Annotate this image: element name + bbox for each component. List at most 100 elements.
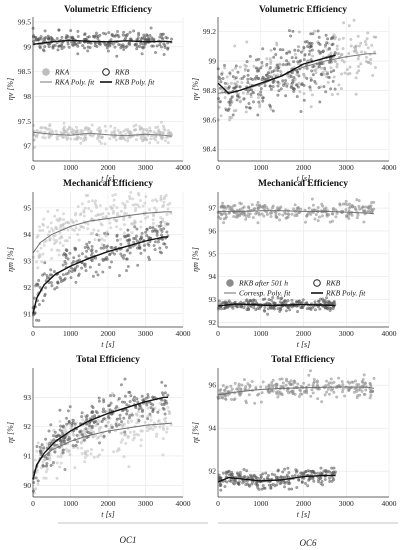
scatter-point <box>307 373 311 377</box>
scatter-point <box>91 274 95 278</box>
scatter-point <box>108 44 112 48</box>
scatter-point <box>39 466 43 470</box>
scatter-point <box>104 245 108 249</box>
scatter-point <box>168 201 172 205</box>
scatter-point <box>316 379 319 383</box>
scatter-point <box>246 89 250 93</box>
scatter-point <box>225 75 229 79</box>
scatter-point <box>43 45 47 49</box>
scatter-point <box>91 34 95 38</box>
scatter-point <box>41 135 45 139</box>
x-tick-label: 4000 <box>382 163 397 172</box>
scatter-point <box>153 229 157 233</box>
scatter-point <box>58 419 62 423</box>
scatter-point <box>277 89 281 93</box>
scatter-point <box>223 96 227 100</box>
scatter-point <box>219 388 223 392</box>
scatter-point <box>257 487 261 491</box>
scatter-point <box>229 81 233 85</box>
scatter-point <box>145 425 149 429</box>
scatter-point <box>251 300 254 304</box>
scatter-point <box>140 410 144 413</box>
scatter-point <box>99 213 103 216</box>
scatter-point <box>224 305 228 309</box>
scatter-point <box>159 198 163 202</box>
scatter-point <box>314 71 318 75</box>
scatter-point <box>144 230 148 234</box>
scatter-point <box>276 390 280 394</box>
scatter-point <box>290 389 294 393</box>
scatter-point <box>368 396 372 400</box>
scatter-point <box>133 209 137 213</box>
scatter-point <box>71 444 75 448</box>
scatter-point <box>77 228 81 232</box>
scatter-point <box>323 478 327 481</box>
scatter-point <box>43 136 47 140</box>
scatter-point <box>145 429 149 433</box>
scatter-point <box>108 265 112 269</box>
scatter-point <box>360 389 364 393</box>
scatter-point <box>84 415 88 419</box>
scatter-point <box>155 432 159 436</box>
scatter-point <box>137 205 141 209</box>
scatter-point <box>94 270 98 274</box>
scatter-point <box>42 223 45 227</box>
scatter-point <box>245 40 249 44</box>
scatter-point <box>288 481 292 485</box>
scatter-point <box>218 77 222 81</box>
scatter-point <box>354 76 358 80</box>
x-tick-label: 1000 <box>63 499 78 508</box>
scatter-point <box>232 215 236 218</box>
scatter-point <box>245 60 249 64</box>
scatter-point <box>37 319 41 322</box>
scatter-point <box>91 415 94 419</box>
scatter-point <box>231 113 235 117</box>
scatter-point <box>281 213 285 217</box>
scatter-point <box>104 129 108 133</box>
x-tick-label: 4000 <box>176 329 191 338</box>
scatter-point <box>78 430 82 434</box>
scatter-point <box>311 54 314 58</box>
scatter-point <box>60 429 64 433</box>
scatter-point <box>163 384 167 388</box>
scatter-point <box>330 466 334 470</box>
scatter-point <box>313 217 317 221</box>
scatter-point <box>261 380 265 384</box>
scatter-point <box>145 234 149 237</box>
scatter-point <box>107 416 111 420</box>
scatter-point <box>159 32 163 36</box>
scatter-point <box>341 36 345 40</box>
scatter-point <box>53 430 57 434</box>
scatter-point <box>64 135 68 139</box>
scatter-point <box>238 85 242 89</box>
scatter-point <box>123 400 127 404</box>
y-tick-label: 91 <box>24 451 32 460</box>
scatter-point <box>124 36 128 40</box>
scatter-point <box>141 130 145 134</box>
scatter-point <box>136 400 140 404</box>
x-tick-label: 3000 <box>339 163 354 172</box>
scatter-point <box>316 471 320 475</box>
scatter-point <box>334 215 338 219</box>
scatter-point <box>371 73 375 77</box>
scatter-point <box>109 394 112 398</box>
scatter-point <box>114 138 118 142</box>
scatter-point <box>235 98 239 102</box>
y-tick-label: 97 <box>209 204 217 213</box>
scatter-point <box>323 72 326 76</box>
scatter-point <box>33 458 37 462</box>
scatter-point <box>344 208 348 212</box>
scatter-point <box>355 383 359 387</box>
scatter-point <box>146 38 150 42</box>
scatter-point <box>310 388 314 392</box>
scatter-point <box>332 75 336 79</box>
scatter-point <box>55 37 59 40</box>
scatter-point <box>84 255 88 259</box>
scatter-point <box>293 203 297 207</box>
scatter-point <box>247 393 251 397</box>
scatter-point <box>67 45 71 49</box>
scatter-point <box>149 26 153 30</box>
scatter-point <box>333 87 337 91</box>
scatter-point <box>302 472 306 476</box>
scatter-point <box>284 212 288 216</box>
